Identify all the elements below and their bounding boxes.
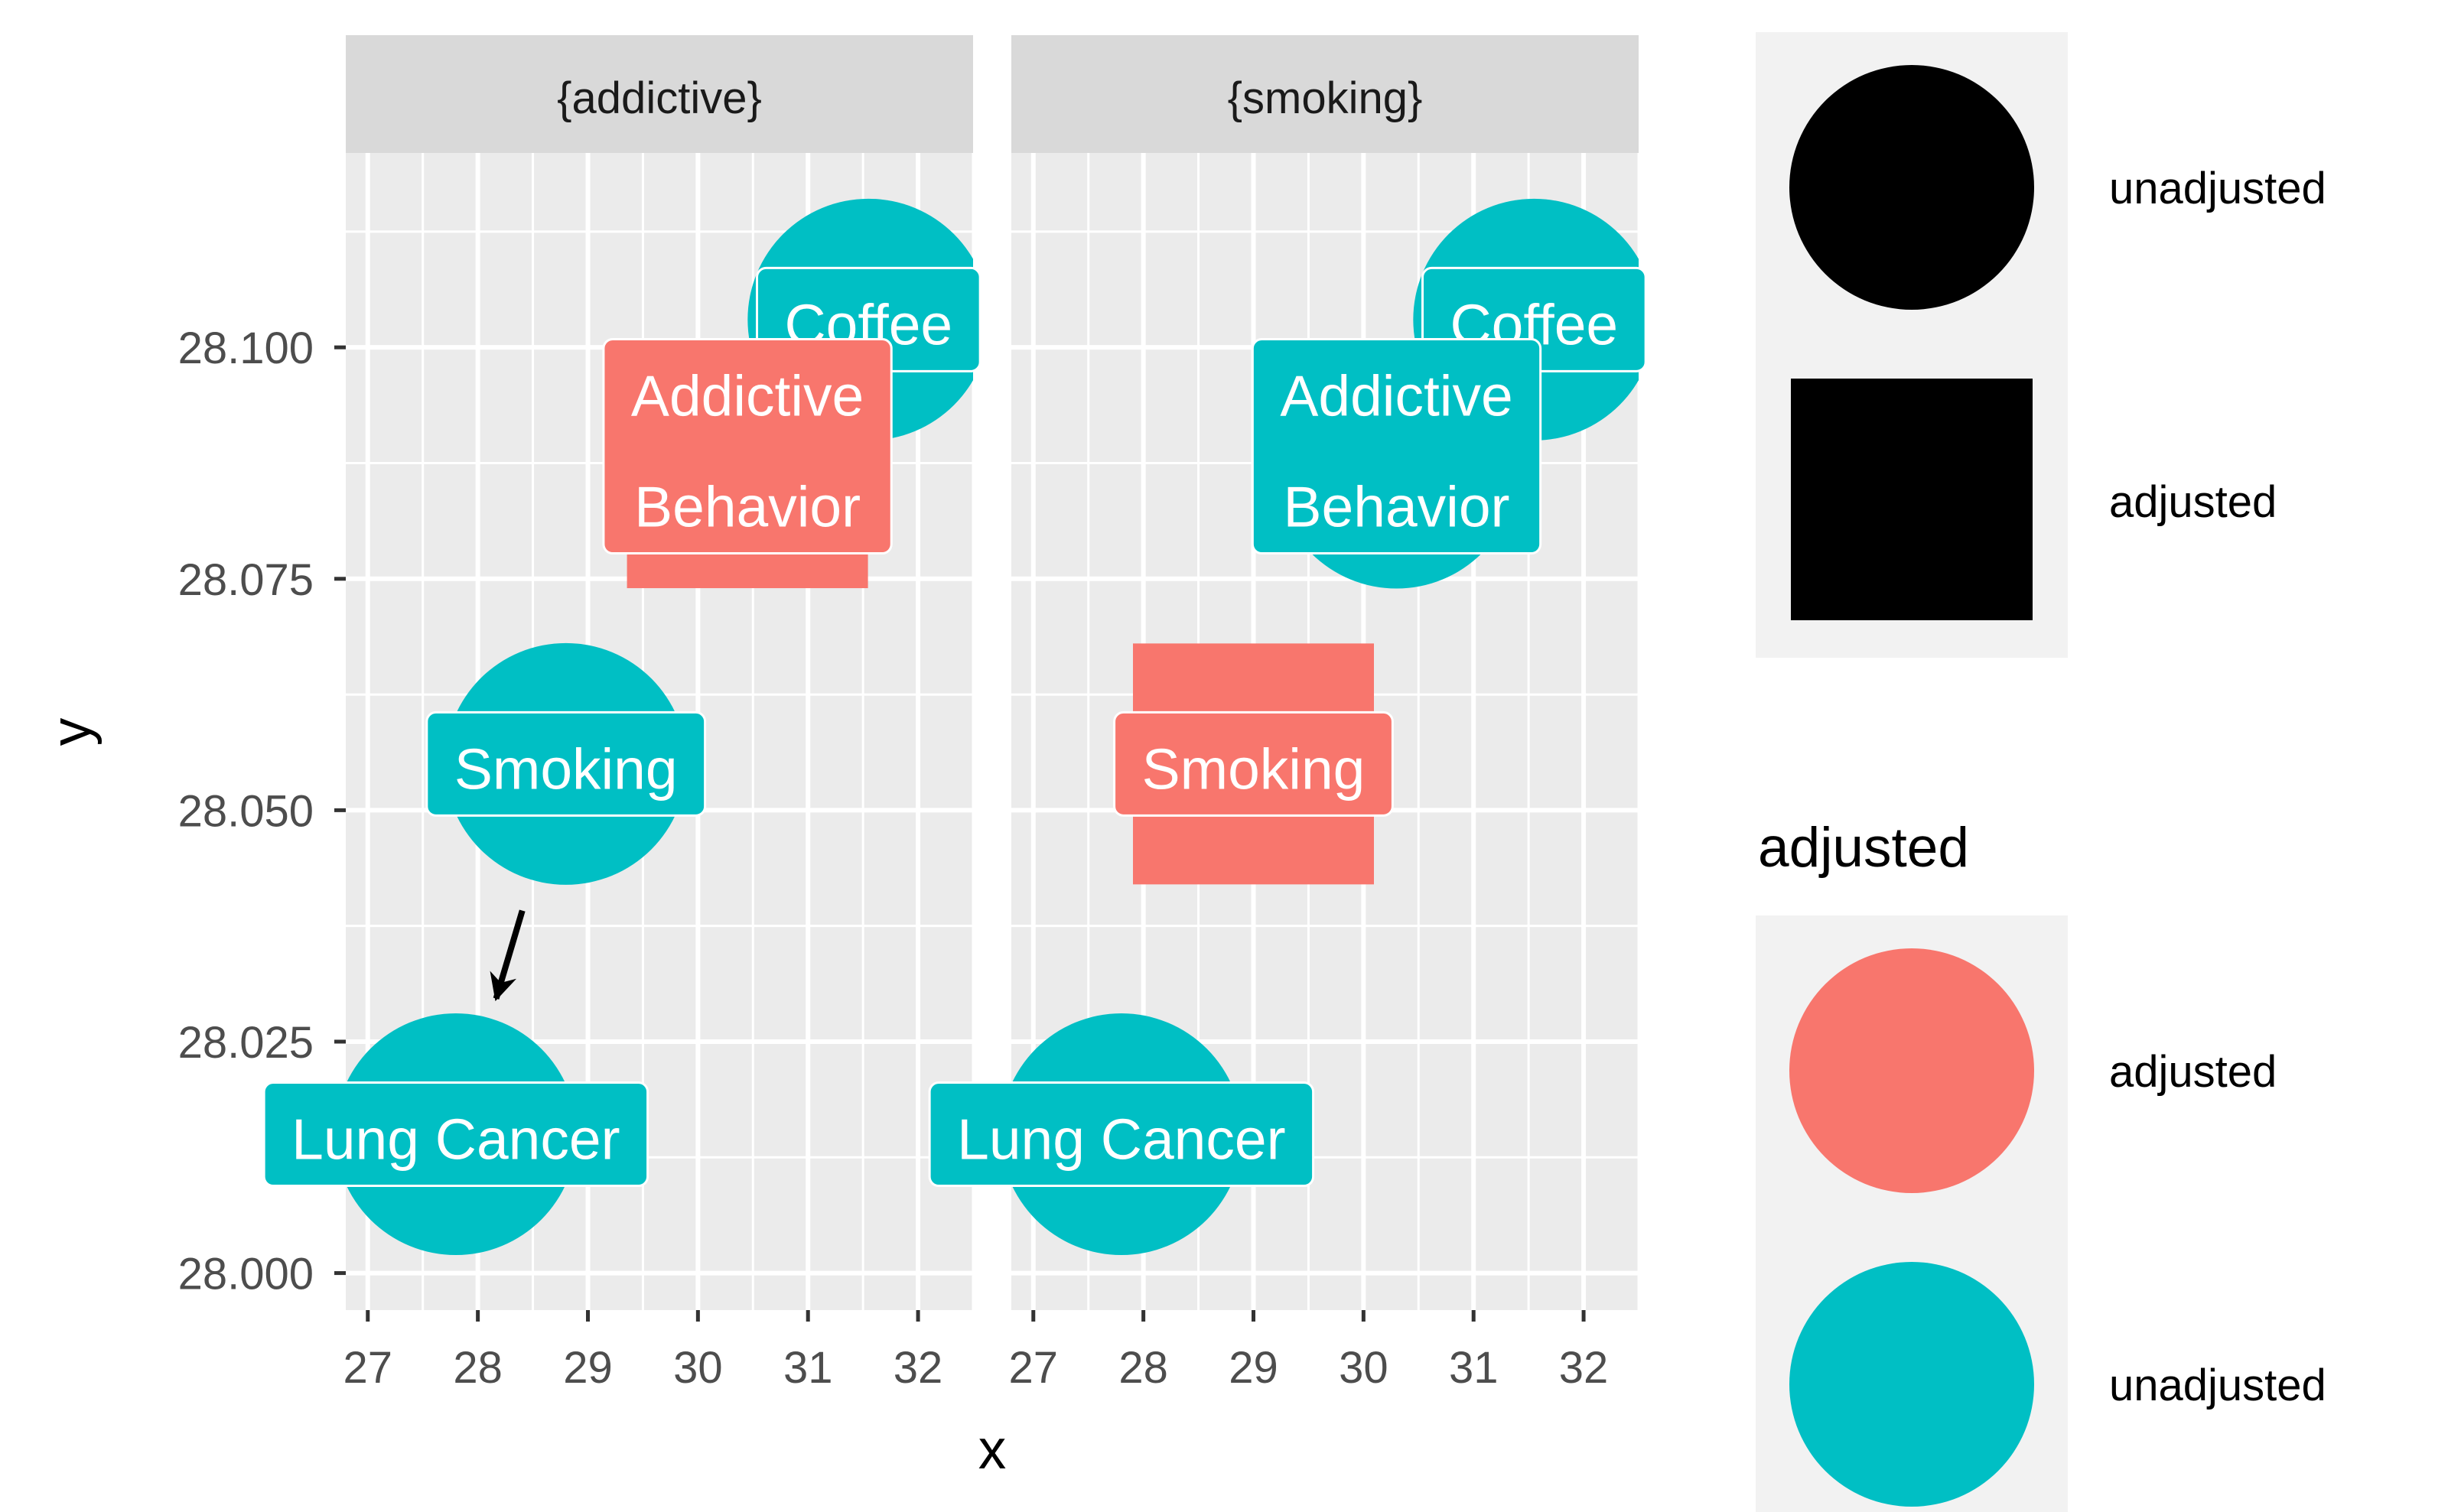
node-label-box xyxy=(928,1081,1315,1188)
facet-strip-label: {addictive} xyxy=(557,73,762,123)
node-label-text: Addictive Behavior xyxy=(1280,364,1512,539)
legend-title: adjusted xyxy=(1758,817,1969,879)
node-label: Lung Cancer xyxy=(928,1081,1315,1188)
x-tick-label: 32 xyxy=(1559,1343,1609,1393)
x-tick-label: 27 xyxy=(1009,1343,1059,1393)
y-axis-title: y xyxy=(41,717,103,746)
facet-strip-label: {smoking} xyxy=(1228,73,1423,123)
node-label-box xyxy=(425,710,707,817)
node-label-text: Lung Cancer xyxy=(957,1107,1285,1172)
node-label-box xyxy=(1251,338,1542,555)
node-label-box xyxy=(262,1081,649,1188)
y-tick-label: 28.100 xyxy=(178,324,314,373)
node-label: Smoking xyxy=(1113,710,1394,817)
x-tick-label: 32 xyxy=(894,1343,943,1393)
node-label: Addictive Behavior xyxy=(602,338,893,555)
y-tick-label: 28.025 xyxy=(178,1018,314,1068)
legend-label: unadjusted xyxy=(2109,164,2326,213)
node-label-text: Smoking xyxy=(1142,736,1366,801)
x-tick-label: 28 xyxy=(1118,1343,1168,1393)
facet-strip xyxy=(1011,35,1639,153)
legend-key-circle xyxy=(1789,65,2034,310)
legend-label: adjusted xyxy=(2109,1047,2277,1097)
x-axis-title: x xyxy=(978,1419,1007,1481)
node-label: Lung Cancer xyxy=(262,1081,649,1188)
y-tick-label: 28.050 xyxy=(178,786,314,836)
x-tick-label: 30 xyxy=(1339,1343,1388,1393)
legend-shape: unadjusted adjusted xyxy=(1756,32,2326,658)
y-tick-label: 28.000 xyxy=(178,1250,314,1299)
x-tick-label: 29 xyxy=(1229,1343,1278,1393)
legend-color: adjusted adjusted unadjusted xyxy=(1756,817,2326,1512)
legend-label: adjusted xyxy=(2109,477,2277,527)
legend-key-circle xyxy=(1789,948,2034,1193)
node-label-box xyxy=(602,338,893,555)
y-axis: 28.000 28.025 28.050 28.075 28.100 xyxy=(178,324,346,1299)
x-tick-label: 31 xyxy=(783,1343,833,1393)
x-tick-label: 30 xyxy=(673,1343,723,1393)
x-tick-label: 31 xyxy=(1449,1343,1499,1393)
facet-strip xyxy=(346,35,973,153)
x-tick-label: 29 xyxy=(563,1343,613,1393)
legend-label: unadjusted xyxy=(2109,1361,2326,1410)
node-label-text: Addictive Behavior xyxy=(631,364,864,539)
legend-key-square xyxy=(1791,379,2033,620)
node-label: Addictive Behavior xyxy=(1251,338,1542,555)
node-label-box xyxy=(1113,710,1394,817)
node-label-text: Lung Cancer xyxy=(291,1107,620,1172)
x-tick-label: 28 xyxy=(453,1343,503,1393)
node-label: Smoking xyxy=(425,710,707,817)
legend-key-circle xyxy=(1789,1262,2034,1507)
edge-arrow xyxy=(490,909,526,1002)
node-label-text: Smoking xyxy=(454,736,678,801)
y-tick-label: 28.075 xyxy=(178,555,314,605)
x-tick-label: 27 xyxy=(343,1343,393,1393)
